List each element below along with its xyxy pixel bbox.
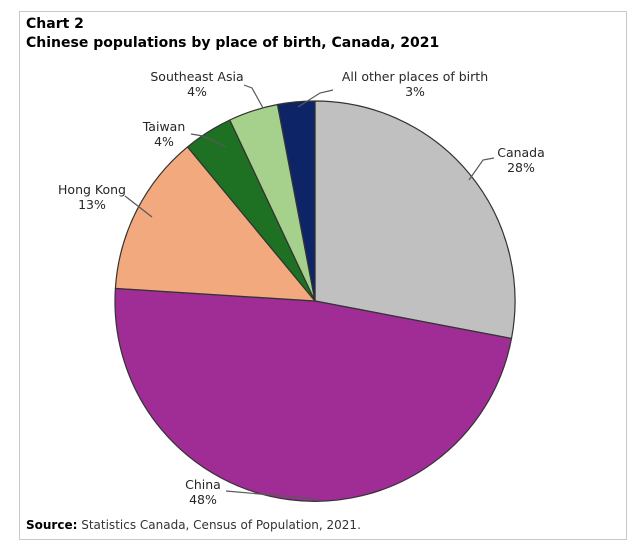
chart-title-block: Chart 2 Chinese populations by place of … — [26, 15, 439, 53]
chart-frame: Chart 2 Chinese populations by place of … — [19, 11, 627, 540]
source-note: Source: Statistics Canada, Census of Pop… — [26, 518, 361, 532]
chart-number: Chart 2 — [26, 16, 84, 32]
source-label: Source: — [26, 518, 78, 532]
chart-title: Chinese populations by place of birth, C… — [26, 35, 440, 51]
source-text: Statistics Canada, Census of Population,… — [77, 518, 361, 532]
